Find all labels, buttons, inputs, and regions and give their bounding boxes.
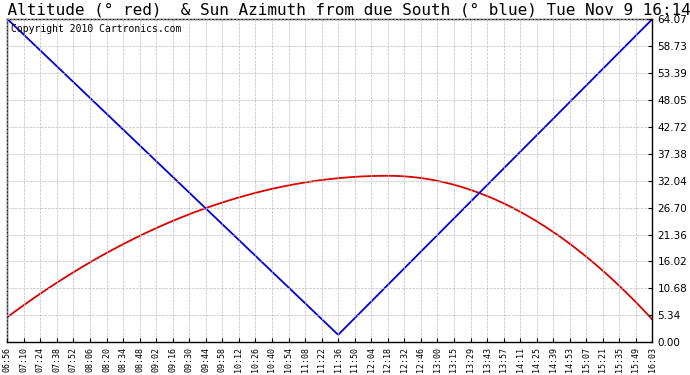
Title: Sun Altitude (° red)  & Sun Azimuth from due South (° blue) Tue Nov 9 16:14: Sun Altitude (° red) & Sun Azimuth from … [0,3,690,18]
Text: Copyright 2010 Cartronics.com: Copyright 2010 Cartronics.com [10,24,181,34]
